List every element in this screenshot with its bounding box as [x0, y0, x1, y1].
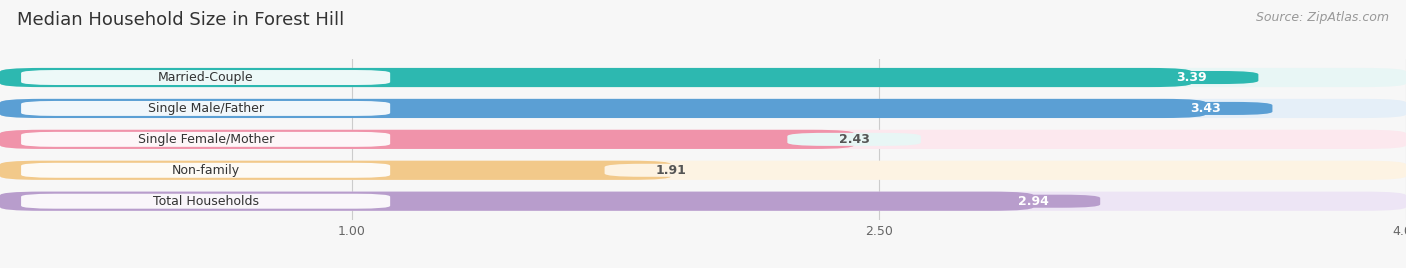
Text: Single Female/Mother: Single Female/Mother — [138, 133, 274, 146]
FancyBboxPatch shape — [0, 161, 1406, 180]
FancyBboxPatch shape — [21, 132, 391, 147]
Text: Source: ZipAtlas.com: Source: ZipAtlas.com — [1256, 11, 1389, 24]
FancyBboxPatch shape — [0, 99, 1406, 118]
Text: Non-family: Non-family — [172, 164, 239, 177]
Text: 3.39: 3.39 — [1177, 71, 1206, 84]
FancyBboxPatch shape — [21, 163, 391, 178]
FancyBboxPatch shape — [967, 195, 1099, 208]
FancyBboxPatch shape — [0, 130, 1406, 149]
Text: Single Male/Father: Single Male/Father — [148, 102, 264, 115]
FancyBboxPatch shape — [787, 133, 921, 146]
Text: Total Households: Total Households — [153, 195, 259, 208]
Text: 2.43: 2.43 — [839, 133, 869, 146]
FancyBboxPatch shape — [0, 68, 1192, 87]
FancyBboxPatch shape — [0, 192, 1406, 211]
Text: 2.94: 2.94 — [1018, 195, 1049, 208]
FancyBboxPatch shape — [0, 192, 1033, 211]
Text: Married-Couple: Married-Couple — [157, 71, 253, 84]
Text: 3.43: 3.43 — [1191, 102, 1220, 115]
Text: 1.91: 1.91 — [657, 164, 686, 177]
FancyBboxPatch shape — [0, 68, 1406, 87]
FancyBboxPatch shape — [0, 161, 672, 180]
FancyBboxPatch shape — [1139, 102, 1272, 115]
FancyBboxPatch shape — [21, 194, 391, 209]
FancyBboxPatch shape — [21, 101, 391, 116]
FancyBboxPatch shape — [21, 70, 391, 85]
Text: Median Household Size in Forest Hill: Median Household Size in Forest Hill — [17, 11, 344, 29]
FancyBboxPatch shape — [605, 164, 738, 177]
FancyBboxPatch shape — [0, 130, 855, 149]
FancyBboxPatch shape — [0, 99, 1206, 118]
FancyBboxPatch shape — [1125, 71, 1258, 84]
